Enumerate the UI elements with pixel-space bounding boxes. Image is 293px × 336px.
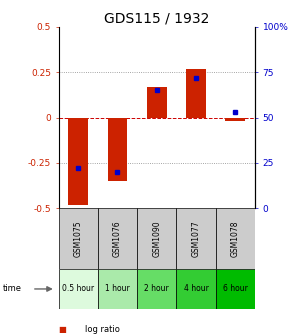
Bar [186,69,206,118]
Bar [216,269,255,309]
Bar [98,208,137,269]
Text: ■: ■ [59,325,67,334]
Bar [108,118,127,181]
Bar [216,208,255,269]
Text: GSM1076: GSM1076 [113,220,122,257]
Bar [176,208,216,269]
Bar [137,269,176,309]
Bar [176,269,216,309]
Text: log ratio: log ratio [85,325,120,334]
Bar [226,118,245,121]
Text: GSM1078: GSM1078 [231,220,240,257]
Text: time: time [3,285,22,293]
Bar [59,208,98,269]
Text: 4 hour: 4 hour [184,285,208,293]
Text: 2 hour: 2 hour [144,285,169,293]
Text: GSM1090: GSM1090 [152,220,161,257]
Bar [98,269,137,309]
Bar [147,87,166,118]
Bar [137,208,176,269]
Bar [68,118,88,205]
Text: 0.5 hour: 0.5 hour [62,285,94,293]
Title: GDS115 / 1932: GDS115 / 1932 [104,12,209,26]
Text: GSM1077: GSM1077 [192,220,200,257]
Text: GSM1075: GSM1075 [74,220,83,257]
Text: 1 hour: 1 hour [105,285,130,293]
Bar [59,269,98,309]
Text: 6 hour: 6 hour [223,285,248,293]
